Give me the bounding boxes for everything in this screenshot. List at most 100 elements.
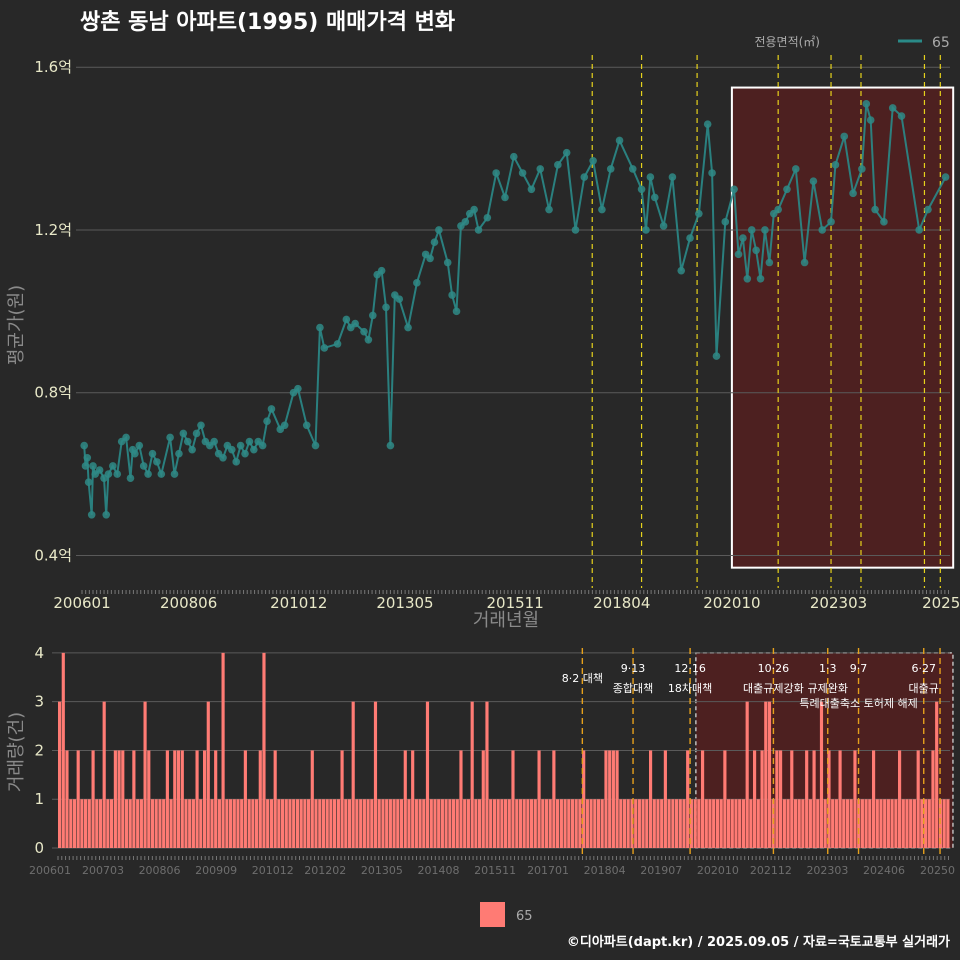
volume-bar bbox=[704, 799, 708, 848]
price-point bbox=[443, 258, 452, 267]
price-point bbox=[109, 462, 117, 470]
volume-bar bbox=[563, 799, 567, 848]
volume-bar bbox=[556, 799, 560, 848]
volume-bar bbox=[741, 799, 746, 848]
price-point bbox=[241, 449, 249, 458]
volume-bar bbox=[351, 701, 355, 848]
x-tick-label: 202303 bbox=[806, 864, 848, 877]
price-point bbox=[888, 104, 897, 112]
volume-bar bbox=[425, 701, 430, 848]
price-point bbox=[730, 185, 738, 194]
volume-bar bbox=[872, 750, 876, 848]
volume-bar bbox=[437, 799, 441, 848]
volume-bar bbox=[203, 750, 207, 848]
price-point bbox=[131, 449, 139, 458]
x-tick-label: 201305 bbox=[361, 864, 403, 877]
volume-bar bbox=[381, 799, 385, 848]
volume-bar bbox=[210, 799, 214, 848]
volume-bar bbox=[626, 799, 630, 848]
volume-bar bbox=[853, 750, 857, 848]
y-tick-label: 2 bbox=[34, 741, 44, 759]
volume-bar bbox=[901, 799, 905, 848]
price-point bbox=[342, 315, 351, 324]
event-policy-label: 규제완화 bbox=[808, 682, 848, 695]
volume-bar bbox=[504, 799, 508, 848]
x-tick-label: 200806 bbox=[160, 594, 217, 612]
volume-bar bbox=[266, 799, 270, 848]
volume-bar bbox=[191, 799, 195, 848]
price-point bbox=[144, 470, 152, 478]
volume-bar bbox=[403, 750, 407, 848]
price-point bbox=[157, 470, 166, 478]
top-x-axis-title: 거래년월 bbox=[473, 610, 539, 631]
volume-bar bbox=[188, 799, 192, 848]
volume-bar bbox=[898, 750, 902, 848]
event-policy-label: 종합대책 bbox=[613, 682, 653, 695]
volume-bar bbox=[708, 799, 712, 848]
volume-bar bbox=[136, 799, 140, 848]
y-tick-label: 0.8억 bbox=[34, 384, 72, 402]
volume-bar bbox=[240, 799, 244, 848]
price-point bbox=[153, 458, 161, 466]
volume-bar bbox=[946, 799, 950, 848]
y-tick-label: 0 bbox=[34, 839, 44, 857]
volume-bar bbox=[433, 799, 437, 848]
volume-bar bbox=[931, 750, 935, 848]
price-point bbox=[386, 441, 395, 450]
volume-bar bbox=[860, 799, 864, 848]
volume-bar bbox=[812, 750, 816, 848]
price-point bbox=[113, 470, 122, 478]
price-point bbox=[712, 352, 721, 360]
volume-bar bbox=[526, 799, 530, 848]
price-point bbox=[470, 205, 478, 214]
volume-bar bbox=[143, 701, 147, 848]
volume-bar bbox=[734, 799, 738, 848]
volume-bar bbox=[567, 799, 571, 848]
price-point bbox=[258, 441, 267, 450]
volume-bar bbox=[823, 799, 827, 848]
volume-bar bbox=[697, 799, 701, 848]
legend-bar-swatch bbox=[480, 902, 505, 927]
volume-bar bbox=[831, 799, 835, 848]
volume-bar bbox=[474, 799, 478, 848]
volume-bar bbox=[214, 750, 218, 848]
top-y-axis-title: 평균가(원) bbox=[6, 285, 27, 365]
price-point bbox=[369, 311, 377, 320]
chart-title: 쌍촌 동남 아파트(1995) 매매가격 변화 bbox=[80, 10, 456, 35]
volume-bar bbox=[816, 799, 820, 848]
price-point bbox=[148, 449, 157, 458]
price-point bbox=[395, 295, 404, 303]
x-tick-label: 20250 bbox=[920, 864, 955, 877]
event-date-label: 1·3 bbox=[819, 662, 837, 675]
price-point bbox=[170, 470, 179, 478]
price-point bbox=[509, 152, 518, 161]
price-point bbox=[166, 433, 174, 442]
price-point bbox=[721, 218, 730, 226]
volume-bar bbox=[69, 799, 73, 848]
volume-bar bbox=[355, 799, 359, 848]
bottom-y-axis-title: 거래량(건) bbox=[6, 712, 27, 792]
price-point bbox=[536, 165, 545, 173]
volume-bar bbox=[492, 799, 497, 848]
y-tick-label: 3 bbox=[34, 693, 44, 711]
volume-bar bbox=[165, 750, 169, 848]
volume-bar bbox=[173, 750, 177, 848]
volume-bar bbox=[912, 799, 916, 848]
price-point bbox=[84, 478, 93, 487]
volume-bar bbox=[797, 799, 801, 848]
price-point bbox=[642, 226, 650, 234]
price-point bbox=[518, 169, 527, 177]
price-point bbox=[232, 458, 241, 466]
volume-bar bbox=[106, 799, 110, 848]
volume-bar bbox=[162, 799, 166, 848]
price-point bbox=[197, 421, 205, 430]
event-date-label: 10·26 bbox=[758, 662, 790, 675]
volume-bar bbox=[712, 799, 716, 848]
x-tick-label: 201511 bbox=[486, 594, 543, 612]
volume-bar bbox=[578, 799, 582, 848]
volume-bar bbox=[570, 799, 575, 848]
price-point bbox=[752, 246, 760, 255]
price-point bbox=[474, 226, 483, 234]
price-point bbox=[708, 169, 716, 177]
volume-bar bbox=[593, 799, 597, 848]
